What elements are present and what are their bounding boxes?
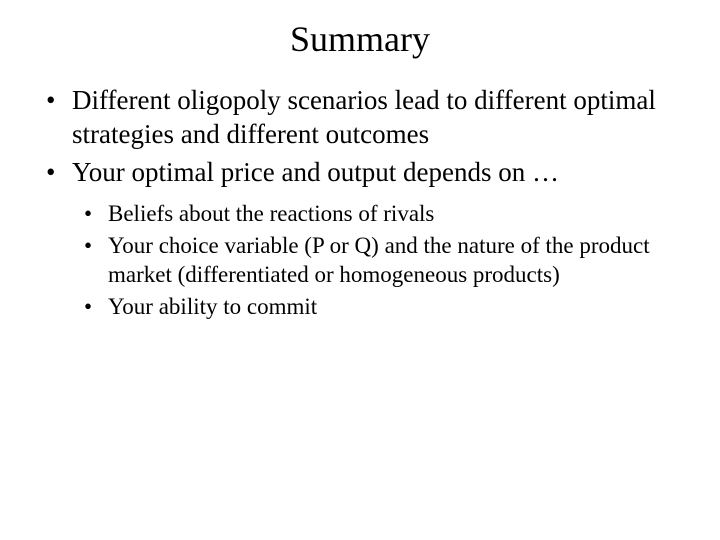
slide-title: Summary <box>32 18 688 60</box>
sub-bullet-item: Beliefs about the reactions of rivals <box>32 199 688 228</box>
main-bullet-list: Different oligopoly scenarios lead to di… <box>32 84 688 189</box>
main-bullet-item: Different oligopoly scenarios lead to di… <box>32 84 688 152</box>
sub-bullet-list: Beliefs about the reactions of rivals Yo… <box>32 199 688 321</box>
main-bullet-item: Your optimal price and output depends on… <box>32 156 688 190</box>
sub-bullet-item: Your ability to commit <box>32 292 688 321</box>
sub-bullet-item: Your choice variable (P or Q) and the na… <box>32 231 688 290</box>
